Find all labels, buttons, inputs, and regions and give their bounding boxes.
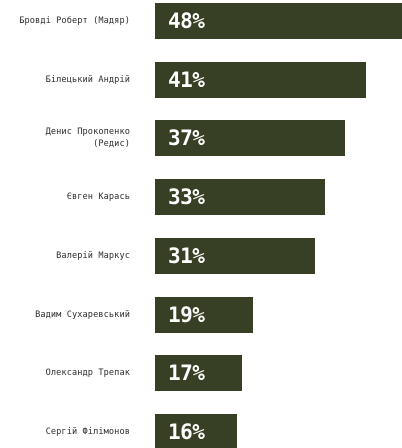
value-label: 17% — [168, 361, 205, 385]
bar-row: Бровді Роберт (Мадяр) 48% — [0, 3, 402, 39]
bar — [155, 414, 237, 448]
bar-row: Євген Карась 33% — [0, 179, 402, 215]
bar — [155, 62, 366, 98]
bar — [155, 3, 402, 39]
category-label: Білецький Андрій — [45, 75, 130, 85]
value-label: 48% — [168, 9, 205, 33]
value-label: 31% — [168, 244, 205, 268]
bar — [155, 179, 325, 215]
bar — [155, 238, 315, 274]
bar-row: Валерій Маркус 31% — [0, 238, 402, 274]
category-label: Денис Прокопенко (Редис) — [45, 127, 130, 149]
bar-row: Сергій Філімонов 16% — [0, 414, 402, 448]
bar-row: Білецький Андрій 41% — [0, 62, 402, 98]
category-label: Олександр Трепак — [45, 368, 130, 378]
category-label: Євген Карась — [66, 192, 130, 202]
bar-row: Денис Прокопенко (Редис) 37% — [0, 120, 402, 156]
value-label: 16% — [168, 420, 205, 444]
value-label: 33% — [168, 185, 205, 209]
value-label: 19% — [168, 303, 205, 327]
category-label: Сергій Філімонов — [45, 427, 130, 437]
value-label: 41% — [168, 68, 205, 92]
bar-row: Олександр Трепак 17% — [0, 355, 402, 391]
bar — [155, 297, 253, 333]
category-label: Бровді Роберт (Мадяр) — [19, 16, 130, 26]
value-label: 37% — [168, 126, 205, 150]
bar-row: Вадим Сухаревський 19% — [0, 297, 402, 333]
category-label: Валерій Маркус — [56, 251, 130, 261]
bar — [155, 355, 242, 391]
bar — [155, 120, 345, 156]
category-label: Вадим Сухаревський — [35, 310, 130, 320]
